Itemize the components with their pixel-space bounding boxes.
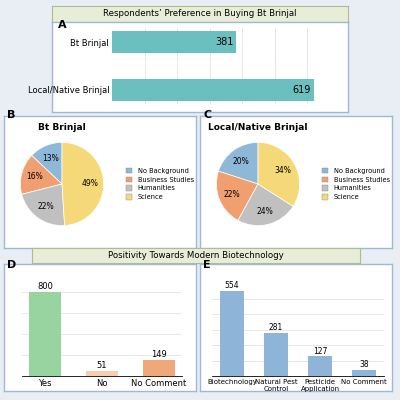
Text: 149: 149 bbox=[151, 350, 167, 359]
Text: 127: 127 bbox=[313, 346, 327, 356]
Text: 619: 619 bbox=[293, 85, 311, 95]
Text: Respondents’ Preference in Buying Bt Brinjal: Respondents’ Preference in Buying Bt Bri… bbox=[103, 10, 297, 18]
Legend: No Background, Business Studies, Humanities, Science: No Background, Business Studies, Humanit… bbox=[126, 168, 194, 200]
Text: C: C bbox=[203, 110, 211, 120]
Text: 34%: 34% bbox=[274, 166, 291, 175]
Wedge shape bbox=[258, 142, 300, 206]
Bar bbox=[308, 356, 332, 376]
Bar bbox=[112, 79, 314, 100]
Text: 38: 38 bbox=[359, 360, 369, 369]
Text: A: A bbox=[58, 20, 67, 30]
Bar bbox=[352, 370, 376, 376]
Legend: No Background, Business Studies, Humanities, Science: No Background, Business Studies, Humanit… bbox=[322, 168, 390, 200]
Wedge shape bbox=[32, 142, 62, 184]
Text: 13%: 13% bbox=[42, 154, 59, 162]
Text: 16%: 16% bbox=[26, 172, 43, 182]
Title: Local/Native Brinjal: Local/Native Brinjal bbox=[208, 123, 308, 132]
Text: E: E bbox=[203, 260, 211, 270]
Wedge shape bbox=[22, 184, 65, 226]
Text: 800: 800 bbox=[37, 282, 53, 291]
Text: 24%: 24% bbox=[257, 207, 274, 216]
Bar bbox=[264, 333, 288, 376]
Text: Positivity Towards Modern Biotechnology: Positivity Towards Modern Biotechnology bbox=[108, 251, 284, 260]
Text: 381: 381 bbox=[215, 37, 234, 47]
Text: 49%: 49% bbox=[82, 179, 99, 188]
Bar bbox=[112, 32, 236, 53]
Text: 281: 281 bbox=[269, 323, 283, 332]
Text: B: B bbox=[7, 110, 16, 120]
Bar bbox=[220, 291, 244, 376]
Text: 51: 51 bbox=[97, 360, 107, 370]
Wedge shape bbox=[218, 142, 258, 184]
Wedge shape bbox=[20, 156, 62, 194]
Bar bbox=[143, 360, 175, 376]
Text: 22%: 22% bbox=[37, 202, 54, 211]
Text: 22%: 22% bbox=[223, 190, 240, 199]
Title: Bt Brinjal: Bt Brinjal bbox=[38, 123, 86, 132]
Text: 20%: 20% bbox=[233, 157, 250, 166]
Text: 554: 554 bbox=[225, 281, 239, 290]
Text: D: D bbox=[7, 260, 16, 270]
Wedge shape bbox=[238, 184, 293, 226]
Wedge shape bbox=[62, 142, 104, 226]
Bar bbox=[29, 292, 61, 376]
Bar bbox=[86, 371, 118, 376]
Wedge shape bbox=[216, 171, 258, 220]
